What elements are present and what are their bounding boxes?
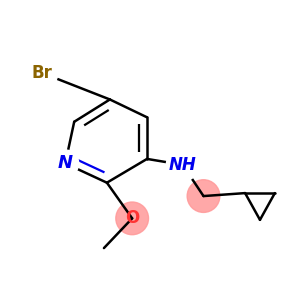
Text: N: N	[58, 154, 73, 172]
Text: NH: NH	[169, 156, 196, 174]
Circle shape	[116, 202, 148, 235]
Text: Br: Br	[31, 64, 52, 82]
Text: O: O	[125, 209, 139, 227]
Circle shape	[25, 56, 58, 89]
Circle shape	[52, 150, 79, 177]
Circle shape	[187, 180, 220, 212]
Circle shape	[166, 148, 199, 181]
